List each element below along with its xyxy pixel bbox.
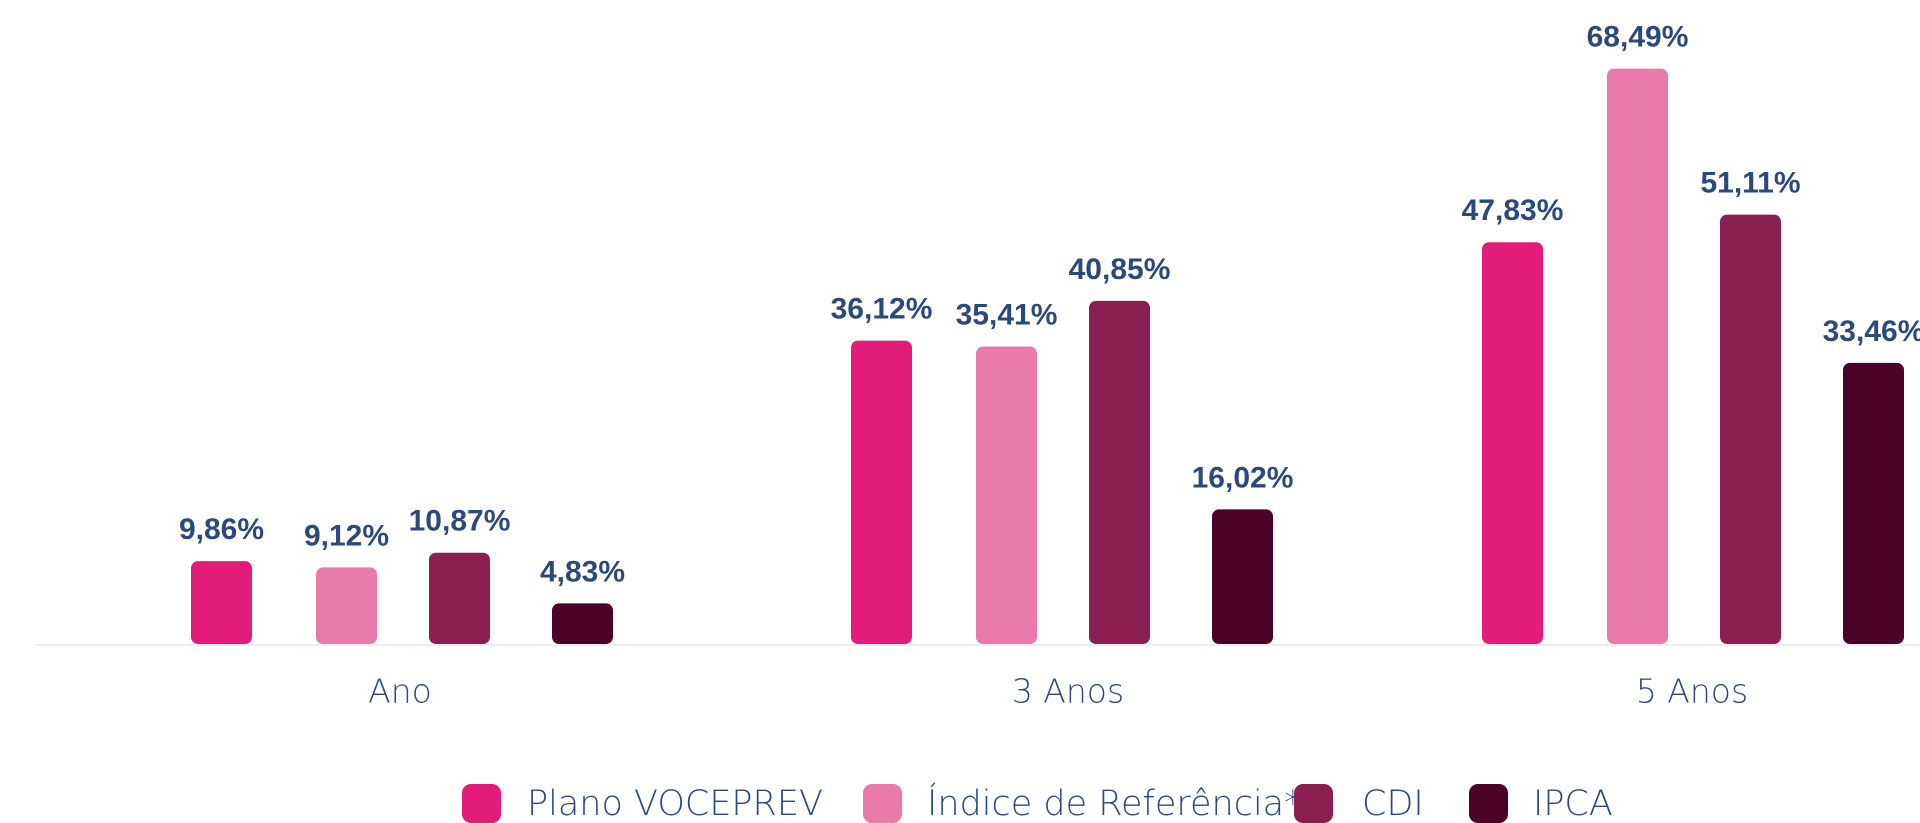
value-label: 35,41% bbox=[956, 298, 1058, 331]
bar bbox=[1212, 509, 1273, 644]
bar bbox=[851, 340, 912, 644]
bar bbox=[1089, 300, 1150, 644]
legend-swatch bbox=[462, 784, 501, 823]
bar bbox=[1843, 362, 1904, 644]
bar bbox=[1607, 68, 1668, 644]
legend-label: IPCA bbox=[1533, 784, 1613, 823]
value-label: 68,49% bbox=[1587, 21, 1689, 54]
value-label: 47,83% bbox=[1462, 194, 1564, 227]
value-label: 9,12% bbox=[304, 519, 389, 552]
bar bbox=[316, 567, 377, 644]
value-label: 9,86% bbox=[179, 513, 264, 546]
legend-swatch bbox=[1469, 784, 1508, 823]
bar bbox=[191, 561, 252, 644]
value-label: 16,02% bbox=[1192, 461, 1294, 494]
value-label: 4,83% bbox=[540, 555, 625, 588]
value-label: 10,87% bbox=[409, 505, 511, 538]
x-tick-label: Ano bbox=[368, 672, 432, 711]
bar bbox=[429, 552, 490, 644]
bar bbox=[976, 346, 1037, 644]
legend-swatch bbox=[1294, 784, 1333, 823]
x-tick-label: 3 Anos bbox=[1012, 672, 1124, 711]
legend-label: Plano VOCEPREV bbox=[527, 784, 823, 823]
value-label: 33,46% bbox=[1823, 315, 1920, 348]
bar bbox=[1482, 242, 1543, 644]
bar bbox=[552, 603, 613, 644]
legend-label: CDI bbox=[1362, 784, 1424, 823]
bar bbox=[1720, 214, 1781, 644]
x-tick-label: 5 Anos bbox=[1636, 672, 1748, 711]
legend-swatch bbox=[863, 784, 902, 823]
legend-label: Índice de Referência* bbox=[927, 782, 1302, 823]
value-label: 51,11% bbox=[1700, 167, 1800, 200]
value-label: 36,12% bbox=[831, 293, 933, 326]
value-label: 40,85% bbox=[1069, 253, 1171, 286]
